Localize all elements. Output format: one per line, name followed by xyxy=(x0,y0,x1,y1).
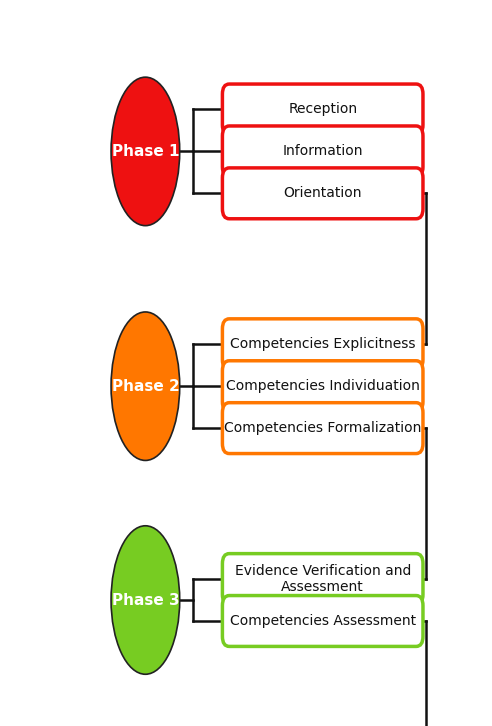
Text: Competencies Formalization: Competencies Formalization xyxy=(224,421,421,435)
Text: Phase 3: Phase 3 xyxy=(112,592,179,608)
FancyBboxPatch shape xyxy=(222,595,423,646)
Text: Information: Information xyxy=(282,144,363,158)
FancyBboxPatch shape xyxy=(222,403,423,454)
Text: Competencies Explicitness: Competencies Explicitness xyxy=(230,338,415,351)
FancyBboxPatch shape xyxy=(222,84,423,135)
Text: Orientation: Orientation xyxy=(283,187,362,200)
Text: Phase 2: Phase 2 xyxy=(112,379,179,393)
FancyBboxPatch shape xyxy=(222,361,423,412)
FancyBboxPatch shape xyxy=(222,168,423,219)
Ellipse shape xyxy=(111,77,180,226)
Text: Evidence Verification and
Assessment: Evidence Verification and Assessment xyxy=(235,564,411,594)
Ellipse shape xyxy=(111,526,180,674)
Text: Competencies Individuation: Competencies Individuation xyxy=(226,379,420,393)
FancyBboxPatch shape xyxy=(222,319,423,370)
Text: Reception: Reception xyxy=(288,102,357,116)
FancyBboxPatch shape xyxy=(222,126,423,177)
Text: Phase 1: Phase 1 xyxy=(112,144,179,159)
Text: Competencies Assessment: Competencies Assessment xyxy=(230,614,416,628)
FancyBboxPatch shape xyxy=(222,554,423,605)
Ellipse shape xyxy=(111,312,180,460)
